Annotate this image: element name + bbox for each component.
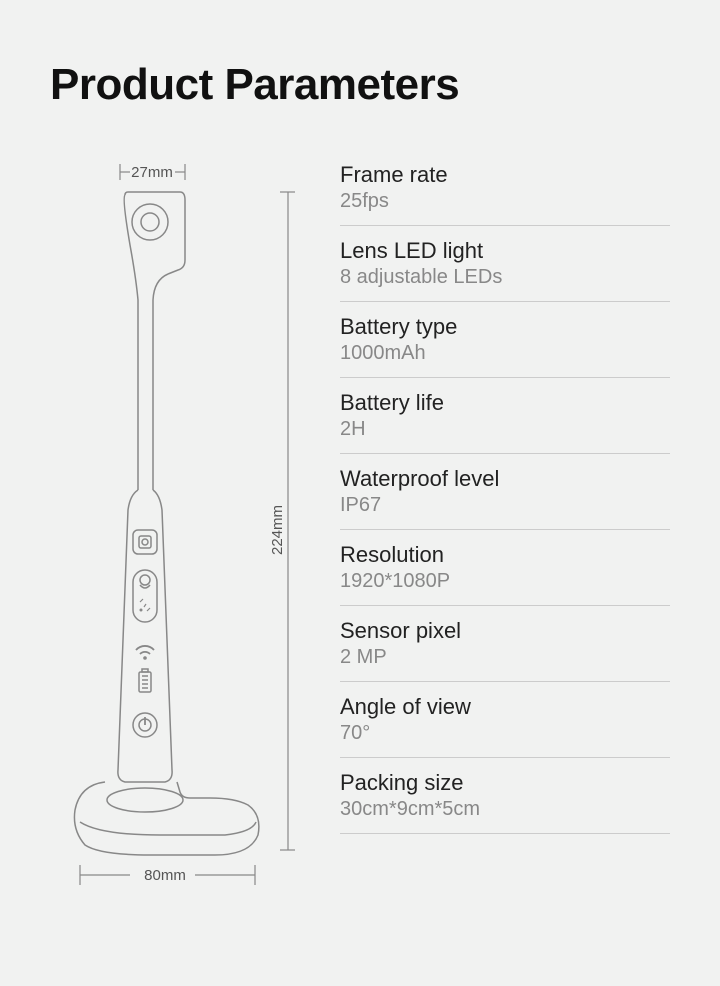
spec-label: Packing size [340, 770, 670, 796]
spec-row: Battery life2H [340, 378, 670, 454]
spec-label: Sensor pixel [340, 618, 670, 644]
spec-row: Resolution1920*1080P [340, 530, 670, 606]
spec-label: Lens LED light [340, 238, 670, 264]
spec-value: 30cm*9cm*5cm [340, 798, 670, 821]
content-row: 27mm 224mm 80mm [50, 150, 670, 920]
spec-label: Angle of view [340, 694, 670, 720]
spec-label: Frame rate [340, 162, 670, 188]
spec-label: Waterproof level [340, 466, 670, 492]
specs-list: Frame rate25fpsLens LED light8 adjustabl… [340, 150, 670, 920]
dim-top-width: 27mm [131, 164, 173, 181]
spec-row: Packing size30cm*9cm*5cm [340, 758, 670, 834]
spec-row: Lens LED light8 adjustable LEDs [340, 226, 670, 302]
product-diagram: 27mm 224mm 80mm [50, 150, 310, 920]
spec-value: 1920*1080P [340, 570, 670, 593]
dim-base-width: 80mm [144, 867, 186, 884]
spec-row: Battery type1000mAh [340, 302, 670, 378]
spec-value: 1000mAh [340, 342, 670, 365]
page-title: Product Parameters [50, 60, 670, 110]
spec-value: 2H [340, 418, 670, 441]
spec-value: 70° [340, 722, 670, 745]
spec-value: IP67 [340, 494, 670, 517]
spec-value: 8 adjustable LEDs [340, 266, 670, 289]
spec-label: Resolution [340, 542, 670, 568]
spec-label: Battery life [340, 390, 670, 416]
spec-row: Angle of view70° [340, 682, 670, 758]
spec-row: Sensor pixel2 MP [340, 606, 670, 682]
spec-label: Battery type [340, 314, 670, 340]
spec-value: 25fps [340, 190, 670, 213]
spec-row: Waterproof levelIP67 [340, 454, 670, 530]
spec-row: Frame rate25fps [340, 150, 670, 226]
spec-value: 2 MP [340, 646, 670, 669]
product-outline [74, 192, 258, 855]
dim-height: 224mm [269, 505, 286, 555]
